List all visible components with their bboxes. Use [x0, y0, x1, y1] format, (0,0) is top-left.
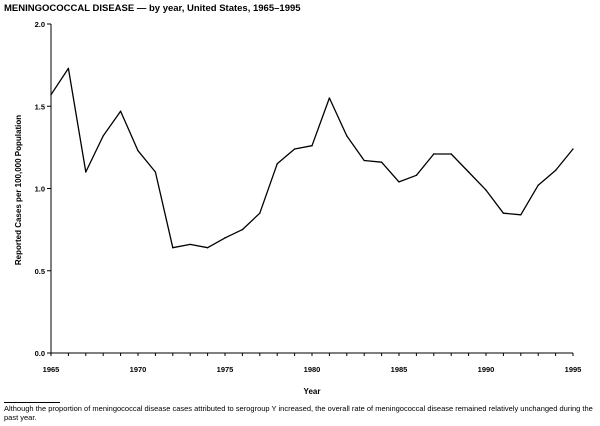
x-tick-label: 1980 [304, 365, 321, 374]
x-tick-label: 1965 [43, 365, 60, 374]
y-tick-label: 0.5 [35, 267, 45, 276]
y-tick-label: 1.0 [35, 185, 45, 194]
data-point [380, 161, 383, 163]
x-tick-label: 1970 [130, 365, 147, 374]
data-point [206, 247, 209, 249]
data-point [119, 110, 122, 112]
data-point [172, 247, 174, 249]
data-point [554, 169, 557, 172]
data-point [572, 148, 574, 150]
data-point [154, 171, 157, 173]
x-tick-label: 1995 [565, 365, 582, 374]
footnote: Although the proportion of meningococcal… [4, 404, 593, 422]
y-axis-label: Reported Cases per 100,000 Population [14, 115, 23, 265]
data-point [50, 94, 52, 96]
y-tick-label: 0.0 [35, 349, 45, 358]
axes [50, 24, 573, 354]
data-point [85, 171, 87, 173]
data-point [433, 153, 435, 155]
data-point [102, 135, 104, 137]
x-tick-label: 1985 [391, 365, 408, 374]
x-tick-label: 1975 [217, 365, 234, 374]
data-point [67, 67, 70, 70]
data-point [450, 153, 452, 155]
series-line [50, 67, 574, 249]
footnote-divider [4, 402, 60, 403]
data-point [537, 184, 539, 186]
data-point [398, 181, 400, 183]
data-point [485, 189, 487, 191]
data-point [276, 163, 278, 165]
line-chart: 0.0 0.5 1.0 1.5 2.0 1965 1970 1975 1980 1985 1990 1… [14, 20, 582, 396]
data-point [467, 171, 470, 173]
x-tick-label: 1990 [478, 365, 495, 374]
y-tick-label: 2.0 [35, 20, 45, 29]
data-point [328, 97, 331, 99]
data-point [311, 145, 313, 147]
data-point [189, 243, 191, 246]
data-point [363, 159, 365, 162]
series-layer [50, 67, 574, 249]
data-point [259, 212, 261, 214]
y-tick-label: 1.5 [35, 102, 45, 111]
data-point [520, 214, 522, 216]
tick-marks [47, 23, 574, 356]
data-point [137, 149, 139, 152]
data-point [224, 237, 226, 239]
tick-labels: 0.0 0.5 1.0 1.5 2.0 1965 1970 1975 1980 1985 1990 1… [35, 20, 582, 374]
x-axis-label: Year [304, 387, 321, 396]
chart-title: MENINGOCOCCAL DISEASE — by year, United … [4, 3, 301, 14]
data-point [241, 228, 244, 231]
data-point [346, 135, 348, 137]
data-point [415, 174, 418, 177]
data-point [293, 148, 296, 150]
data-point [502, 212, 505, 214]
